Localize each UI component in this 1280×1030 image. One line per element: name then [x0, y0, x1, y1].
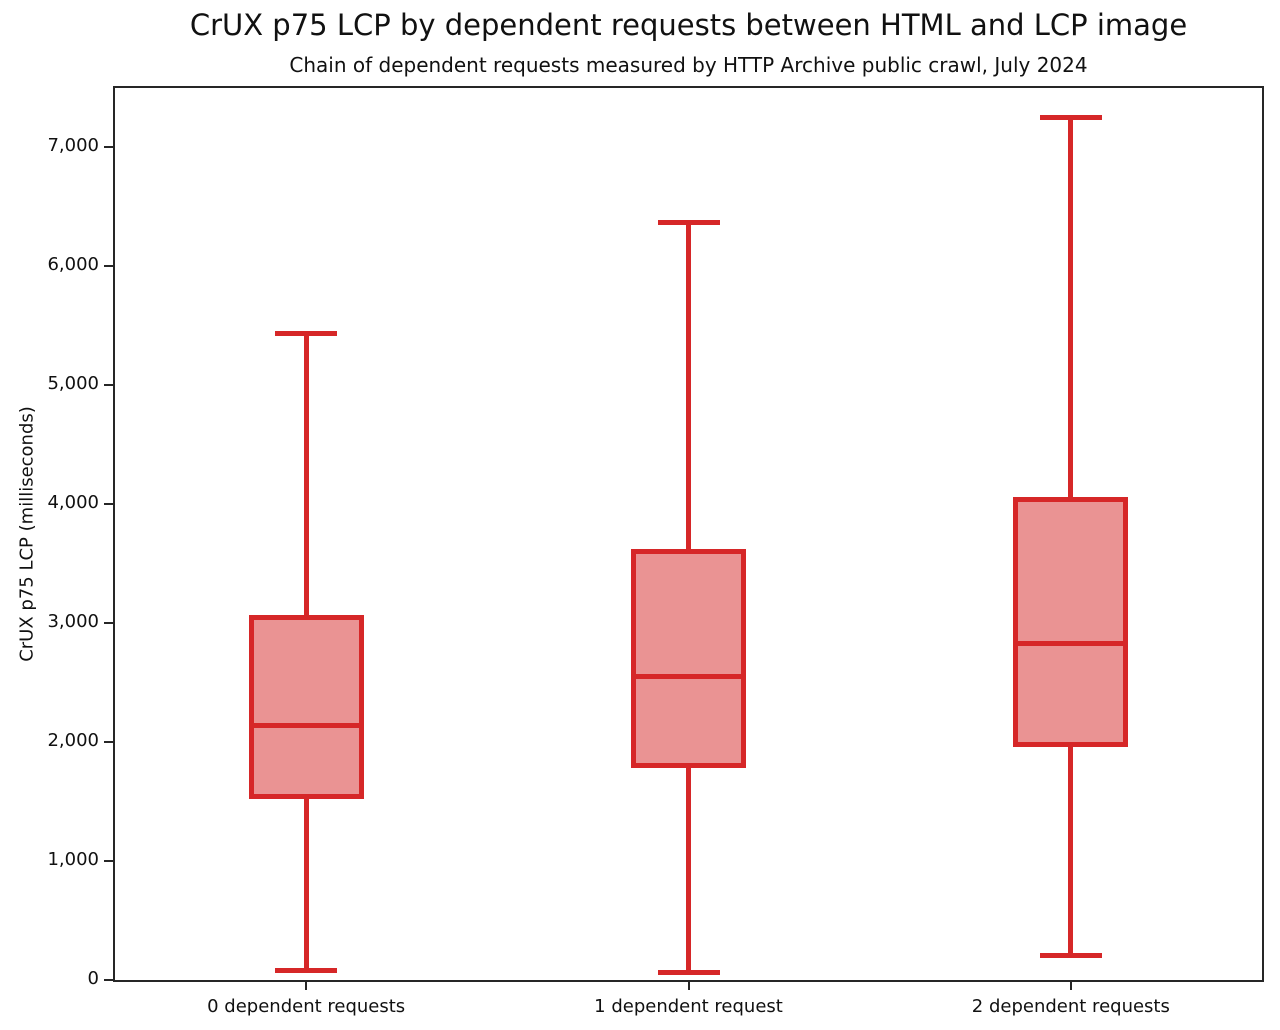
- x-category-label: 0 dependent requests: [207, 996, 406, 1017]
- y-tick-mark: [104, 265, 113, 268]
- whisker-cap-lower: [1039, 952, 1102, 958]
- median-line: [253, 722, 359, 728]
- y-tick-mark: [104, 503, 113, 506]
- y-tick-mark: [104, 384, 113, 387]
- y-tick-mark: [104, 622, 113, 625]
- y-tick-mark: [104, 741, 113, 744]
- y-tick-label: 1,000: [47, 849, 99, 871]
- y-tick-label: 7,000: [47, 135, 99, 157]
- y-tick-label: 4,000: [47, 492, 99, 514]
- box-whisker-upper: [1068, 117, 1074, 498]
- y-tick-label: 2,000: [47, 730, 99, 752]
- box-whisker-upper: [686, 222, 691, 550]
- whisker-cap-upper: [657, 219, 720, 225]
- box-whisker-lower: [686, 768, 691, 973]
- plot-area: 0 1,000 2,000 3,000 4,000 5,000 6,000 7,000 0 de…: [47, 86, 1264, 1017]
- box-whisker-lower: [303, 799, 309, 971]
- box: [1013, 497, 1129, 747]
- box: [248, 614, 364, 800]
- x-tick-mark: [1069, 982, 1072, 990]
- x-tick-mark: [305, 982, 308, 990]
- median-line: [636, 674, 741, 680]
- y-tick-label: 0: [87, 968, 99, 989]
- y-tick-label: 5,000: [47, 373, 99, 395]
- y-tick-mark: [104, 979, 113, 981]
- chart-subtitle: Chain of dependent requests measured by …: [289, 53, 1088, 77]
- y-tick-label: 6,000: [47, 254, 99, 276]
- x-category-label: 1 dependent request: [594, 996, 783, 1017]
- y-tick-label: 3,000: [47, 611, 99, 633]
- box: [631, 549, 746, 769]
- box-whisker-upper: [303, 333, 309, 615]
- median-line: [1018, 640, 1124, 646]
- y-tick-mark: [104, 860, 113, 863]
- x-tick-mark: [687, 982, 690, 990]
- whisker-cap-lower: [275, 967, 338, 973]
- y-tick-mark: [104, 146, 113, 149]
- box-whisker-lower: [1068, 746, 1074, 956]
- whisker-cap-lower: [657, 970, 720, 976]
- chart-title: CrUX p75 LCP by dependent requests betwe…: [189, 8, 1188, 42]
- whisker-cap-upper: [275, 330, 338, 336]
- whisker-cap-upper: [1039, 115, 1102, 121]
- x-category-label: 2 dependent requests: [971, 996, 1170, 1017]
